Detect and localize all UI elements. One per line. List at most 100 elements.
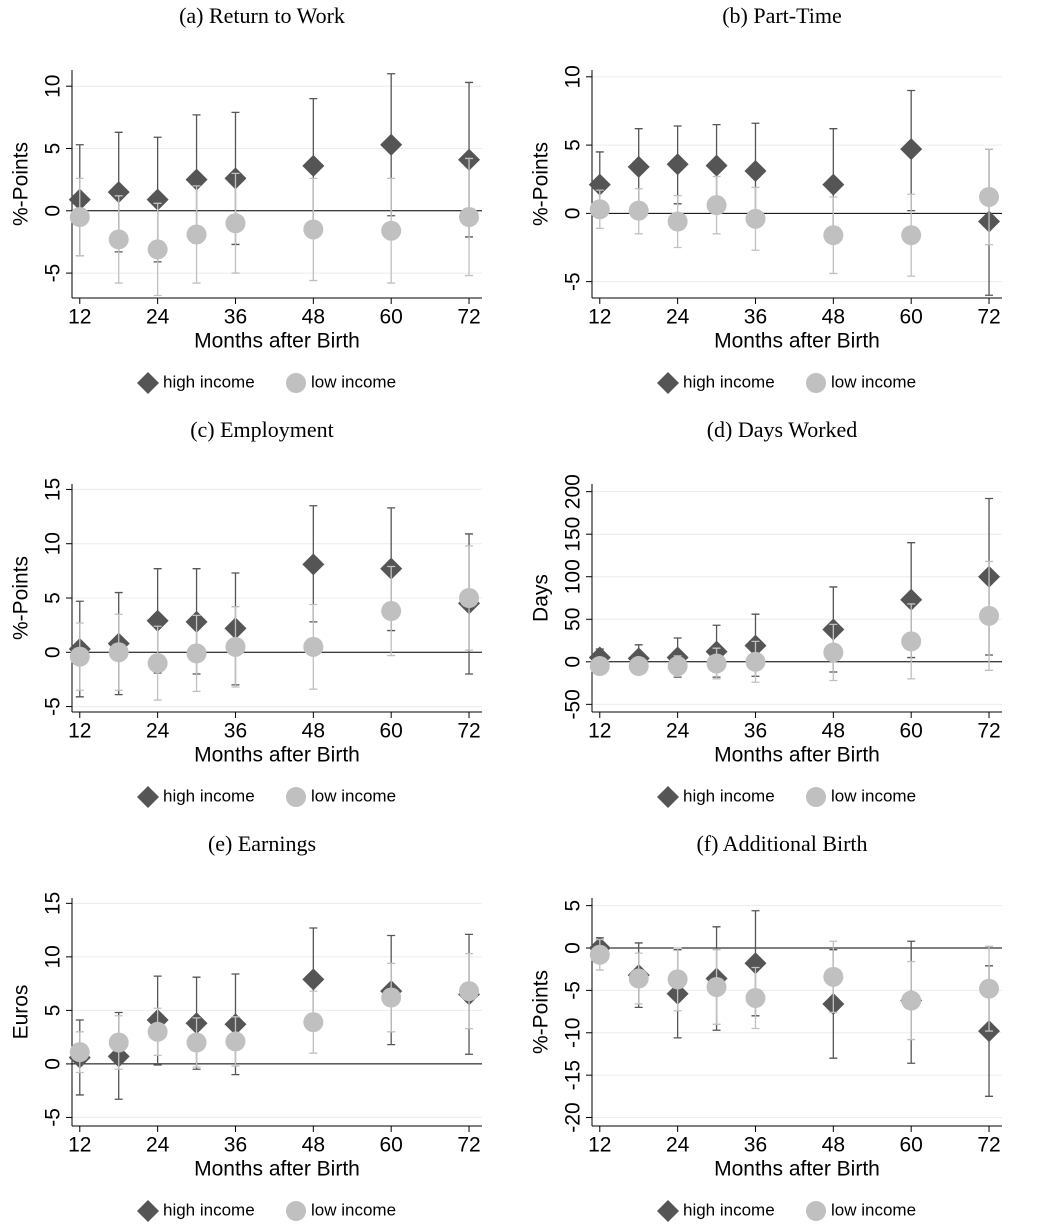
x-axis-title: Months after Birth <box>714 1158 880 1181</box>
point <box>303 1012 324 1033</box>
y-tick-label: 10 <box>562 65 585 88</box>
point <box>185 168 208 191</box>
point <box>979 978 1000 999</box>
y-tick-label: -50 <box>562 689 585 719</box>
x-tick-label: 72 <box>457 306 480 329</box>
y-tick-label: 5 <box>42 1005 65 1017</box>
y-tick-label: 15 <box>42 892 65 915</box>
y-tick-label: -5 <box>42 264 65 283</box>
point <box>667 211 688 232</box>
panel-title: (e) Earnings <box>208 831 316 856</box>
point <box>628 968 649 989</box>
legend-label: high income <box>163 372 255 391</box>
point <box>225 1031 246 1052</box>
point <box>108 642 129 663</box>
y-tick-label: 0 <box>42 646 65 658</box>
x-axis-title: Months after Birth <box>194 1158 360 1181</box>
point <box>901 990 922 1011</box>
point <box>69 646 90 667</box>
point <box>666 153 689 176</box>
point <box>745 988 766 1009</box>
y-tick-label: 10 <box>42 532 65 555</box>
y-tick-label: 5 <box>562 900 585 912</box>
y-axis-title: %-Points <box>530 970 553 1054</box>
panel-title: (d) Days Worked <box>707 417 858 442</box>
point <box>381 601 402 622</box>
x-tick-label: 12 <box>68 306 91 329</box>
y-tick-label: 0 <box>42 1058 65 1070</box>
point <box>302 154 325 177</box>
point <box>589 656 610 677</box>
point <box>108 1032 129 1053</box>
point <box>706 653 727 674</box>
panel-title: (b) Part-Time <box>722 3 842 28</box>
x-tick-label: 60 <box>379 1134 402 1157</box>
point <box>745 208 766 229</box>
x-tick-label: 24 <box>666 1134 690 1157</box>
point <box>901 631 922 652</box>
point <box>381 220 402 241</box>
legend-marker <box>657 372 679 394</box>
legend-label: low income <box>831 1200 916 1219</box>
legend-label: low income <box>831 372 916 391</box>
point <box>979 605 1000 626</box>
panel-title: (a) Return to Work <box>179 3 345 28</box>
x-axis-title: Months after Birth <box>714 330 880 353</box>
legend-marker <box>286 1201 306 1221</box>
legend-marker <box>657 1200 679 1222</box>
point <box>459 588 480 608</box>
point <box>186 643 207 664</box>
x-tick-label: 60 <box>899 720 922 743</box>
x-tick-label: 72 <box>977 1134 1000 1157</box>
panel-title: (c) Employment <box>190 417 334 442</box>
x-tick-label: 60 <box>899 1134 922 1157</box>
x-tick-label: 72 <box>977 306 1000 329</box>
point <box>745 651 766 672</box>
y-axis-title: %-Points <box>10 556 33 640</box>
legend-marker <box>137 372 159 394</box>
legend-marker <box>806 787 826 807</box>
point <box>302 968 325 991</box>
y-tick-label: 0 <box>562 208 585 220</box>
legend-marker <box>137 1200 159 1222</box>
point <box>627 155 650 178</box>
legend-label: low income <box>311 1200 396 1219</box>
y-tick-label: 5 <box>42 592 65 604</box>
y-tick-label: 0 <box>562 942 585 954</box>
y-tick-label: 100 <box>562 559 585 594</box>
point <box>628 200 649 221</box>
x-axis-title: Months after Birth <box>194 330 360 353</box>
point <box>146 188 169 211</box>
x-tick-label: 60 <box>899 306 922 329</box>
point <box>744 952 767 975</box>
x-tick-label: 48 <box>822 1134 845 1157</box>
point <box>303 636 324 657</box>
legend-marker <box>657 786 679 808</box>
x-tick-label: 72 <box>977 720 1000 743</box>
legend-label: high income <box>163 1200 255 1219</box>
y-axis-title: Days <box>530 574 553 622</box>
point <box>822 173 845 196</box>
point <box>302 553 325 576</box>
point <box>588 173 611 196</box>
point <box>108 229 129 250</box>
y-tick-label: 10 <box>42 75 65 98</box>
x-tick-label: 12 <box>588 306 611 329</box>
legend-marker <box>806 1201 826 1221</box>
x-tick-label: 36 <box>744 720 767 743</box>
y-tick-label: 150 <box>562 517 585 552</box>
y-axis-title: %-Points <box>10 142 33 226</box>
y-tick-label: -20 <box>562 1102 585 1132</box>
y-tick-label: -15 <box>562 1060 585 1090</box>
point <box>146 609 169 632</box>
legend-label: low income <box>311 786 396 805</box>
y-tick-label: 15 <box>42 478 65 501</box>
y-tick-label: 10 <box>42 945 65 968</box>
x-tick-label: 12 <box>588 1134 611 1157</box>
point <box>900 588 923 611</box>
legend-label: low income <box>831 786 916 805</box>
point <box>459 207 480 228</box>
point <box>901 225 922 246</box>
x-tick-label: 24 <box>146 1134 170 1157</box>
legend-label: high income <box>683 786 775 805</box>
